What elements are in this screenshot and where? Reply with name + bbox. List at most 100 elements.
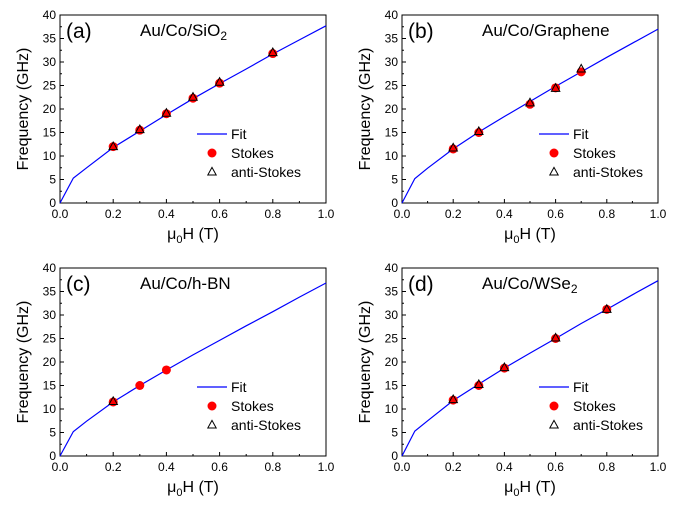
x-tick-label: 0.2 [445, 207, 462, 221]
y-tick-label: 5 [391, 426, 398, 440]
panel-title: Au/Co/SiO2 [140, 21, 227, 43]
fit-line [401, 28, 659, 204]
x-tick-label: 0.2 [445, 460, 462, 474]
y-tick-label: 35 [43, 285, 57, 299]
x-tick-label: 0.6 [211, 207, 228, 221]
legend-stokes-swatch [549, 401, 559, 411]
x-axis-label-subscript: 0 [176, 487, 182, 499]
x-tick-label: 1.0 [650, 207, 667, 221]
x-tick-label: 0.8 [264, 460, 281, 474]
y-tick-label: 5 [391, 173, 398, 187]
legend-label: anti-Stokes [573, 417, 643, 433]
x-tick-label: 0.4 [158, 460, 175, 474]
y-tick-label: 25 [385, 332, 399, 346]
anti-stokes-point [550, 332, 561, 342]
legend-label: Stokes [231, 145, 274, 161]
anti-stokes-point [108, 395, 119, 405]
y-axis-label: Frequency (GHz) [357, 48, 374, 171]
y-tick-label: 20 [385, 102, 399, 116]
panel-title-text: Au/Co/h-BN [140, 274, 231, 293]
stokes-point [135, 381, 145, 390]
x-axis-label-rest: H (T) [182, 226, 218, 243]
legend-label: Fit [231, 379, 247, 395]
y-tick-label: 15 [43, 126, 57, 140]
y-tick-label: 30 [43, 55, 57, 69]
y-tick-label: 10 [43, 149, 57, 163]
x-tick-label: 0.4 [496, 207, 513, 221]
legend-label: Fit [573, 126, 589, 142]
panel-title: Au/Co/Graphene [482, 21, 610, 40]
y-tick-label: 0 [49, 449, 56, 463]
y-tick-label: 0 [49, 196, 56, 210]
fit-line [59, 25, 327, 204]
panel-title-text: Au/Co/Graphene [482, 21, 610, 40]
x-axis-label: μ0H (T) [504, 479, 556, 499]
fit-line [401, 280, 659, 457]
y-tick-label: 40 [43, 8, 57, 22]
legend-stokes-swatch [207, 401, 217, 411]
y-tick-label: 25 [385, 79, 399, 93]
y-axis-label: Frequency (GHz) [15, 301, 32, 424]
panel-title-subscript: 2 [220, 29, 227, 43]
legend-anti-stokes-swatch [548, 419, 560, 429]
legend-label: Stokes [573, 398, 616, 414]
x-axis-label-rest: H (T) [182, 479, 218, 496]
x-axis-label-rest: H (T) [519, 479, 555, 496]
y-tick-label: 5 [49, 426, 56, 440]
legend-label: Stokes [231, 398, 274, 414]
anti-stokes-point [187, 91, 199, 101]
x-tick-label: 0.8 [598, 207, 615, 221]
panel-title-subscript: 2 [571, 282, 578, 296]
legend-stokes-swatch [549, 148, 559, 158]
anti-stokes-point [473, 125, 484, 136]
legend-label: Fit [231, 126, 247, 142]
panel-title: Au/Co/WSe2 [482, 274, 578, 296]
stokes-point [602, 304, 612, 314]
anti-stokes-point [550, 82, 561, 92]
y-tick-label: 20 [43, 355, 57, 369]
panel-title-text: Au/Co/WSe [482, 274, 571, 293]
x-axis-label-symbol: μ [167, 226, 176, 243]
x-tick-label: 0.2 [105, 207, 122, 221]
anti-stokes-point [108, 140, 119, 151]
x-axis-label: μ0H (T) [504, 226, 556, 246]
y-tick-label: 15 [43, 379, 57, 393]
y-tick-label: 0 [391, 449, 398, 463]
y-tick-label: 30 [43, 308, 57, 322]
chart-panel-3: 0 5 10 15 20 25 30 35 40 0.0 0.2 0.4 0.6 0.8 1.0 Freque… [15, 261, 335, 499]
legend-label: Stokes [573, 145, 616, 161]
x-tick-label: 0.6 [211, 460, 228, 474]
y-tick-label: 15 [385, 379, 399, 393]
x-axis-label-subscript: 0 [513, 487, 519, 499]
y-tick-label: 20 [43, 102, 57, 116]
x-axis-label-symbol: μ [504, 226, 513, 243]
y-tick-label: 25 [43, 79, 57, 93]
y-tick-label: 0 [391, 196, 398, 210]
anti-stokes-point [134, 124, 145, 134]
legend-anti-stokes-swatch [206, 166, 218, 176]
y-tick-label: 25 [43, 332, 57, 346]
x-axis-label-symbol: μ [504, 479, 513, 496]
x-tick-label: 0.8 [264, 207, 281, 221]
stokes-point [161, 365, 171, 375]
y-tick-label: 40 [43, 261, 57, 275]
anti-stokes-point [576, 63, 587, 73]
legend-anti-stokes-swatch [548, 166, 560, 176]
y-tick-label: 40 [385, 261, 399, 275]
y-tick-label: 10 [385, 402, 399, 416]
x-tick-label: 0.0 [52, 207, 69, 221]
legend-label: anti-Stokes [231, 164, 301, 180]
anti-stokes-point [473, 378, 484, 389]
x-tick-label: 0.6 [547, 460, 564, 474]
legend-label: anti-Stokes [231, 417, 301, 433]
y-tick-label: 15 [385, 126, 399, 140]
anti-stokes-point [448, 142, 459, 152]
x-tick-label: 0.4 [158, 207, 175, 221]
x-tick-label: 1.0 [318, 460, 335, 474]
x-tick-label: 0.2 [105, 460, 122, 474]
x-axis-label-rest: H (T) [519, 226, 555, 243]
x-tick-label: 0.0 [394, 207, 411, 221]
y-tick-label: 40 [385, 8, 399, 22]
